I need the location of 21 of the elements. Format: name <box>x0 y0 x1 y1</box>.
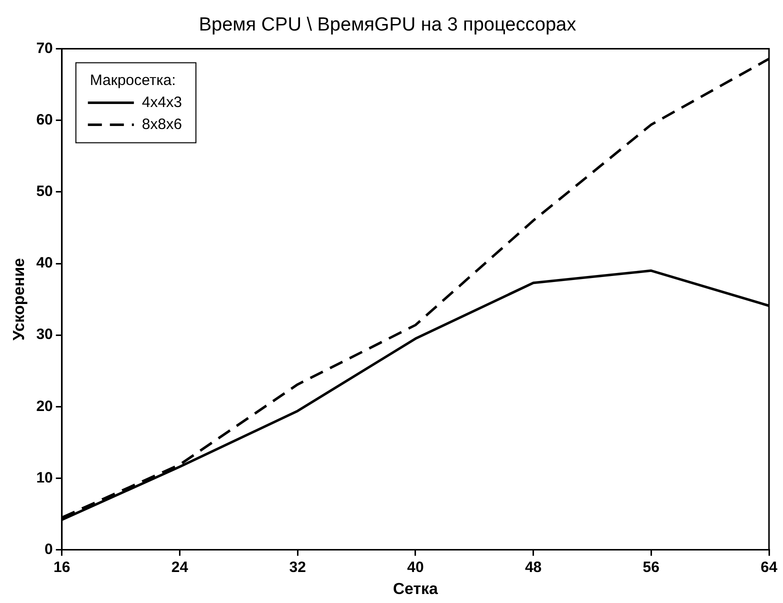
x-tick-label: 16 <box>54 558 70 576</box>
x-tick-label: 56 <box>642 558 660 576</box>
legend-label: 8x8x6 <box>142 116 182 133</box>
x-tick-label: 40 <box>407 558 424 576</box>
y-tick-label: 70 <box>36 40 53 57</box>
y-tick-label: 0 <box>44 540 53 558</box>
x-tick-label: 24 <box>171 558 189 576</box>
x-axis-title: Сетка <box>392 580 438 598</box>
y-tick-label: 10 <box>36 469 53 486</box>
y-tick-label: 50 <box>36 183 53 200</box>
y-tick-label: 40 <box>36 254 53 272</box>
legend-title: Макросетка: <box>90 72 176 89</box>
y-tick-label: 20 <box>36 398 53 415</box>
y-tick-label: 30 <box>36 326 53 344</box>
y-tick-label: 60 <box>36 112 53 129</box>
x-tick-label: 64 <box>760 558 778 576</box>
legend-label: 4x4x3 <box>142 94 182 111</box>
x-tick-label: 32 <box>289 558 306 576</box>
chart-title: Время CPU \ ВремяGPU на 3 процессорах <box>198 14 577 36</box>
x-tick-label: 48 <box>524 558 542 576</box>
y-axis-title: Ускорение <box>11 258 28 341</box>
